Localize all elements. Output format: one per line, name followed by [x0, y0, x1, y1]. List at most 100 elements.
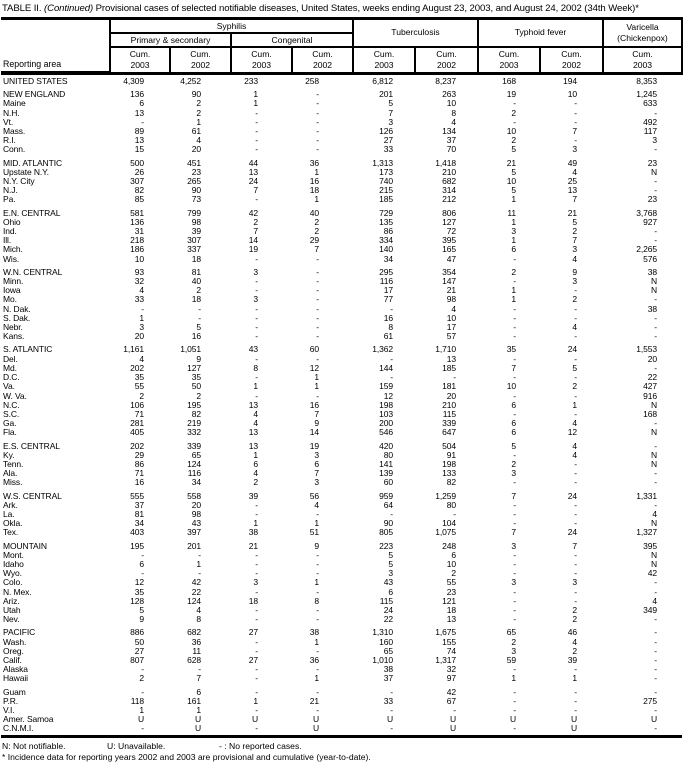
cell: -: [141, 303, 144, 314]
cell: 21: [446, 285, 456, 296]
cell: -: [255, 549, 258, 560]
cell: 500: [130, 157, 144, 168]
cell: 115: [379, 595, 393, 606]
cell: 198: [442, 458, 456, 469]
cell: -: [231, 724, 292, 738]
table-row: Colo. 12 42 3 1 43 55 3 3-: [1, 578, 682, 587]
cell: 8: [451, 107, 456, 118]
cell: -: [654, 468, 657, 479]
cell: 2: [572, 226, 577, 237]
cell: 93: [134, 266, 144, 277]
cell: 420: [379, 440, 393, 451]
table-row: Ala. 71 116 4 7 139 133 3 - -: [1, 468, 682, 479]
cell: 8: [388, 322, 393, 333]
cell: 1: [314, 194, 319, 205]
cell: 1: [511, 673, 516, 684]
cell: 258: [305, 76, 319, 86]
cell: -: [654, 418, 657, 429]
cell: 19: [248, 244, 258, 255]
table-row: Pa. 85 73 - 1 185 212 1 7 23: [1, 195, 682, 204]
cell: -: [513, 276, 516, 287]
cell: 31: [134, 226, 144, 237]
cell: 9: [314, 540, 319, 551]
cell: 97: [446, 673, 456, 684]
cell: 8,237: [435, 76, 456, 86]
cell: 3: [511, 540, 516, 551]
cell: 116: [187, 468, 201, 479]
cell: 43: [248, 344, 258, 355]
table-row: W.N. CENTRAL 93 81 3 - 295 354 2 9 38: [1, 266, 682, 277]
row-label: Maine: [3, 98, 26, 109]
table-row: Ariz. 128 124 18 8 115 121 - - 4: [1, 595, 682, 606]
cell: -: [255, 372, 258, 383]
cell: 2: [511, 107, 516, 118]
row-label: UNITED STATES: [3, 76, 68, 86]
row-label: Ohio: [3, 216, 21, 227]
cell: 806: [442, 207, 456, 218]
cell: 127: [187, 362, 201, 373]
cell: 2: [314, 216, 319, 227]
cell: U: [509, 714, 516, 725]
table-row: N.H. 13 2 - - 7 8 2 - -: [1, 107, 682, 118]
row-label: Pa.: [3, 194, 16, 205]
cell: 215: [379, 185, 393, 196]
cell: -: [316, 390, 319, 401]
cell: 38: [248, 527, 258, 538]
table-row: Ky. 29 65 1 3 80 91 - 4 N: [1, 449, 682, 460]
cell: -: [141, 549, 144, 560]
row-label: Nebr.: [3, 322, 23, 333]
cell: 91: [446, 449, 456, 460]
footnotes: N: Not notifiable. U: Unavailable. - : No …: [1, 738, 682, 763]
cell: 10: [567, 89, 577, 100]
cell: -: [513, 705, 516, 715]
cell: -: [574, 98, 577, 109]
cell: 4: [652, 595, 657, 606]
table-row: S.C. 71 82 4 7 103 115 - - 168: [1, 408, 682, 419]
cell: 555: [130, 490, 144, 501]
row-label: Wyo.: [3, 568, 22, 579]
cell: -: [513, 312, 516, 323]
cell: 1: [314, 518, 319, 529]
cell: -: [316, 705, 319, 715]
cell: 4: [139, 285, 144, 296]
table-title-prefix: TABLE II.: [2, 3, 45, 14]
cell: -: [654, 627, 657, 638]
cell: 21: [309, 695, 319, 706]
cell: -: [654, 477, 657, 488]
cell: -: [513, 408, 516, 419]
cell: 60: [309, 344, 319, 355]
cell: 1,010: [372, 654, 393, 665]
cell: -: [255, 586, 258, 597]
cell: 27: [248, 627, 258, 638]
cell: 248: [442, 540, 456, 551]
cell: -: [574, 705, 577, 715]
table-title-continued: (Continued): [44, 3, 94, 14]
cell: 82: [191, 408, 201, 419]
cell: -: [513, 322, 516, 333]
table-row: Wyo. - - - - 3 2 - - 42: [1, 568, 682, 579]
row-label: Mich.: [3, 244, 23, 255]
cell: 8: [196, 614, 201, 625]
cell: 219: [187, 418, 201, 429]
cell: -: [574, 664, 577, 675]
table-row: Maine 6 2 1 - 5 10 - - 633: [1, 99, 682, 108]
cell: 90: [191, 185, 201, 196]
cell: -: [654, 144, 657, 155]
cell: 5: [388, 98, 393, 109]
cell: 3: [511, 577, 516, 588]
tuberculosis-group-header: Tuberculosis: [352, 18, 479, 48]
cell: -: [654, 499, 657, 510]
cell: -: [255, 303, 258, 314]
cell: U: [415, 724, 478, 738]
cell: -: [574, 499, 577, 510]
cell: 98: [191, 508, 201, 519]
cell: 1: [511, 235, 516, 246]
cell: 38: [309, 627, 319, 638]
row-label: V.I.: [3, 705, 15, 715]
table-row: N.C. 106 195 13 16 198 210 6 1 N: [1, 400, 682, 410]
cell: 647: [442, 427, 456, 438]
cell: N: [650, 427, 657, 438]
cell: 20: [446, 390, 456, 401]
cell: 1: [314, 577, 319, 588]
cell: 27: [383, 135, 393, 146]
